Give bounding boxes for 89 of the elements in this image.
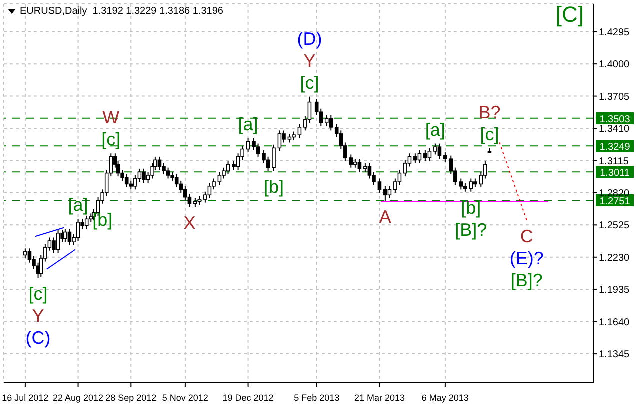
candlestick: [52, 237, 56, 254]
candlestick: [28, 248, 32, 264]
annotation: [a]: [68, 195, 88, 216]
annotation: [C]: [556, 2, 584, 28]
y-tick-label: 1.1640: [599, 317, 630, 328]
candlestick: [68, 228, 72, 246]
candlestick: [278, 130, 282, 152]
annotation: (C): [26, 328, 51, 348]
candlestick: [378, 178, 382, 194]
ref-line-label: 1.3011: [600, 168, 630, 180]
candlestick: [384, 186, 388, 202]
candlestick: [56, 230, 60, 254]
x-tick-label: 16 Jul 2012: [2, 393, 49, 403]
annotation: [b]: [461, 198, 482, 218]
candlestick: [142, 168, 146, 184]
x-tick-label: 22 Aug 2012: [53, 393, 104, 403]
candlestick: [438, 143, 442, 160]
candlestick: [414, 153, 418, 164]
candlestick: [368, 162, 372, 180]
x-tick-label: 28 Sep 2012: [106, 393, 157, 403]
candlestick: [138, 168, 142, 183]
annotation: Y: [32, 306, 44, 326]
annotation: [c]: [300, 72, 320, 93]
y-tick-label: 1.3115: [599, 156, 630, 168]
candlestick: [262, 150, 266, 164]
annotation: W: [102, 108, 120, 128]
candlestick: [64, 228, 68, 243]
y-tick-label: 1.4295: [599, 27, 630, 38]
annotation: [c]: [28, 284, 48, 304]
candlestick: [434, 143, 438, 156]
candlestick: [398, 170, 402, 186]
candlestick: [124, 174, 129, 188]
candlestick: [418, 150, 422, 164]
candlestick: [84, 215, 89, 230]
y-tick-label: 1.1345: [599, 350, 630, 361]
candlestick: [24, 248, 28, 259]
candlestick: [166, 167, 170, 180]
candlestick: [208, 182, 212, 199]
candlestick: [298, 124, 302, 139]
candlestick: [158, 156, 162, 171]
x-tick-label: 6 May 2013: [422, 393, 469, 403]
ref-line-label: 1.3249: [600, 142, 631, 154]
candlestick: [256, 143, 260, 158]
candlestick: [226, 160, 230, 175]
candlestick: [324, 114, 329, 127]
annotation: [c]: [102, 130, 121, 150]
y-tick-label: 1.3410: [599, 124, 630, 136]
annotation: [b]: [92, 210, 113, 230]
annotation: [B]?: [455, 220, 488, 240]
candlestick: [76, 218, 80, 242]
candlestick: [358, 158, 362, 173]
x-tick-label: 21 Mar 2013: [354, 393, 405, 403]
candlestick: [428, 148, 432, 162]
candlestick: [236, 153, 240, 171]
candlestick: [252, 138, 256, 151]
y-tick-label: 1.2230: [599, 252, 630, 264]
annotation: A: [379, 207, 392, 228]
y-tick-label: 1.2525: [599, 220, 630, 232]
y-tick-label: 1.3705: [599, 92, 630, 103]
candlestick: [329, 114, 334, 132]
candlestick: [188, 194, 192, 208]
y-tick-label: 1.4000: [599, 60, 630, 71]
candlestick: [424, 150, 428, 162]
candlestick: [218, 172, 222, 186]
annotation: [a]: [425, 120, 446, 140]
annotation: [B]?: [510, 270, 543, 290]
annotation: (D): [297, 28, 322, 49]
annotation: [c]: [480, 124, 500, 144]
candlestick: [222, 167, 226, 180]
ref-line-label: 1.2751: [600, 196, 631, 208]
annotation: B?: [478, 102, 501, 122]
y-tick-label: 1.1935: [599, 285, 630, 296]
chart-title: EURUSD,Daily 1.3192 1.3229 1.3186 1.3196: [20, 6, 224, 17]
candlestick: [162, 162, 166, 175]
annotation: [b]: [264, 177, 284, 198]
annotation: X: [184, 213, 196, 234]
candlestick: [388, 186, 392, 199]
x-tick-label: 19 Dec 2012: [222, 393, 274, 403]
x-tick-label: 5 Nov 2012: [162, 393, 208, 403]
candlestick: [32, 256, 36, 270]
ref-line-label: 1.3503: [600, 114, 631, 126]
candlestick: [246, 138, 250, 154]
x-tick-label: 5 Feb 2013: [294, 393, 340, 403]
candlestick: [308, 96, 312, 124]
annotation: (E)?: [510, 248, 544, 268]
annotation: C: [520, 226, 534, 246]
annotation: [a]: [238, 114, 258, 134]
candlestick: [272, 144, 276, 172]
annotation: Y: [304, 50, 316, 71]
